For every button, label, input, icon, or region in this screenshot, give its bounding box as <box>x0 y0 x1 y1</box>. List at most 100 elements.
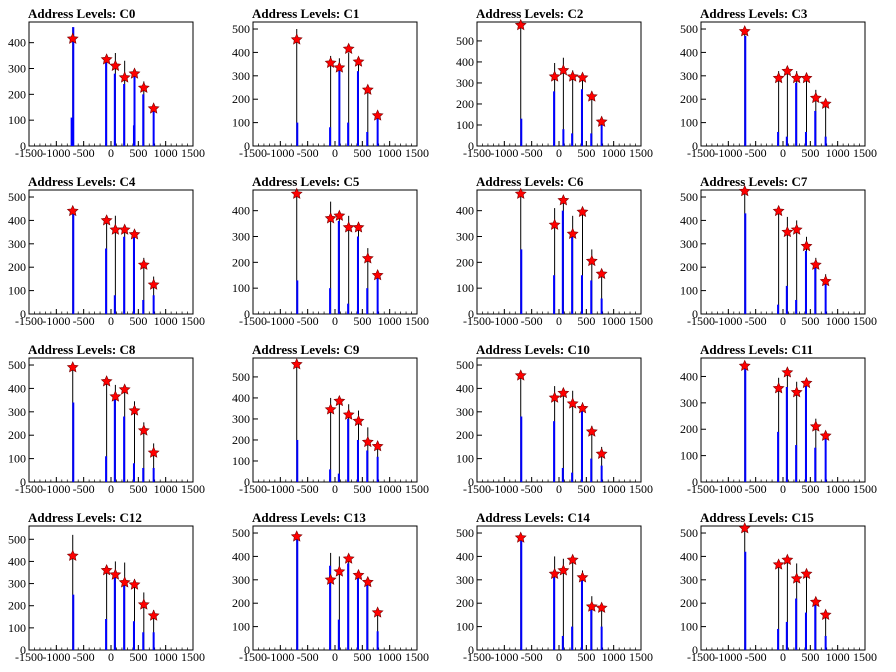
peak-marker <box>324 573 337 585</box>
x-tick-label: 1500 <box>405 314 429 328</box>
chart-title: Address Levels: C13 <box>252 510 366 525</box>
x-tick-label: -500 <box>73 650 95 664</box>
y-tick-label: 400 <box>456 549 474 563</box>
y-tick-label: 100 <box>8 452 26 466</box>
peak-marker <box>352 568 365 581</box>
x-tick-label: -1500 <box>239 650 267 664</box>
x-tick-label: -500 <box>73 482 95 496</box>
y-tick-label: 200 <box>456 255 474 269</box>
peak-marker <box>128 404 141 416</box>
chart-svg: -1500 -1000 -500 0 500 1000 1500 0 100 200 300 400 5… <box>232 525 429 664</box>
x-tick-label: 0 <box>780 482 786 496</box>
x-tick-label: 1500 <box>181 146 205 160</box>
chart-panel: Address Levels: C10 -1500 -1000 -500 0 500 100… <box>448 336 672 504</box>
x-tick-label: 0 <box>780 650 786 664</box>
x-tick-label: 500 <box>801 650 819 664</box>
y-tick-label: 500 <box>456 34 474 48</box>
plot-frame <box>476 21 642 147</box>
x-tick-label: -1000 <box>266 482 294 496</box>
peak-marker <box>566 70 579 82</box>
peak-marker <box>371 269 384 281</box>
peak-marker <box>137 598 150 610</box>
x-tick-label: 1000 <box>602 482 626 496</box>
y-tick-label: 0 <box>692 139 698 153</box>
x-tick-label: 1500 <box>853 482 877 496</box>
x-tick-label: 1000 <box>154 146 178 160</box>
x-tick-label: 500 <box>801 482 819 496</box>
y-tick-label: 200 <box>456 97 474 111</box>
y-tick-label: 0 <box>692 643 698 657</box>
peak-marker <box>333 565 346 577</box>
plot-frame <box>28 525 194 651</box>
x-tick-label: 1000 <box>378 146 402 160</box>
x-tick-label: 1000 <box>154 482 178 496</box>
peak-marker <box>819 275 832 287</box>
y-tick-label: 400 <box>680 549 698 563</box>
y-tick-label: 100 <box>456 620 474 634</box>
peak-marker <box>566 553 579 565</box>
x-tick-label: -500 <box>521 314 543 328</box>
peak-marker <box>371 109 384 121</box>
chart-title: Address Levels: C10 <box>476 342 590 357</box>
peak-marker <box>128 578 141 590</box>
y-tick-label: 100 <box>680 620 698 634</box>
peak-marker <box>342 42 355 54</box>
x-tick-label: -1500 <box>239 146 267 160</box>
y-tick-label: 400 <box>232 45 250 59</box>
y-tick-label: 100 <box>456 118 474 132</box>
x-tick-label: 0 <box>108 314 114 328</box>
x-tick-label: 500 <box>353 650 371 664</box>
peak-marker <box>361 83 374 95</box>
y-tick-label: 0 <box>468 307 474 321</box>
peak-marker <box>118 223 131 235</box>
peak-marker <box>128 228 141 240</box>
x-tick-label: 0 <box>108 146 114 160</box>
x-tick-label: -1000 <box>42 146 70 160</box>
x-tick-label: 0 <box>332 314 338 328</box>
peak-marker <box>809 420 822 432</box>
x-tick-label: 1500 <box>853 314 877 328</box>
peak-marker <box>595 601 608 613</box>
x-tick-label: -500 <box>521 482 543 496</box>
peak-marker <box>800 239 813 252</box>
peak-marker <box>548 391 561 403</box>
x-tick-label: 500 <box>353 482 371 496</box>
peak-marker <box>576 71 589 83</box>
y-tick-label: 0 <box>244 475 250 489</box>
peak-marker <box>738 522 751 534</box>
y-tick-label: 100 <box>8 284 26 298</box>
x-tick-label: 1000 <box>378 314 402 328</box>
peak-marker <box>548 218 561 230</box>
x-tick-label: 1000 <box>602 314 626 328</box>
x-tick-label: 1500 <box>181 482 205 496</box>
peak-marker <box>772 382 785 394</box>
x-tick-label: 1500 <box>405 482 429 496</box>
peak-marker <box>128 67 141 79</box>
chart-title: Address Levels: C12 <box>28 510 142 525</box>
y-tick-label: 200 <box>680 596 698 610</box>
x-tick-label: 0 <box>108 482 114 496</box>
y-tick-label: 300 <box>8 577 26 591</box>
peak-marker <box>772 558 785 570</box>
peak-marker <box>324 212 337 224</box>
chart-title: Address Levels: C9 <box>252 342 360 357</box>
chart-title: Address Levels: C14 <box>476 510 590 525</box>
y-tick-label: 400 <box>680 45 698 59</box>
peak-marker <box>147 609 160 621</box>
y-tick-label: 500 <box>8 358 26 372</box>
x-tick-label: 1500 <box>853 146 877 160</box>
x-tick-label: -500 <box>73 146 95 160</box>
chart-svg: -1500 -1000 -500 0 500 1000 1500 0 100 200 300 400 5… <box>232 357 429 496</box>
y-tick-label: 200 <box>680 260 698 274</box>
x-tick-label: 1500 <box>405 650 429 664</box>
peak-marker <box>100 214 113 226</box>
x-tick-label: -1000 <box>42 650 70 664</box>
peak-marker <box>819 97 832 109</box>
peak-marker <box>109 59 122 71</box>
x-tick-label: 1500 <box>181 650 205 664</box>
peak-marker <box>137 424 150 436</box>
y-tick-label: 200 <box>680 422 698 436</box>
y-tick-label: 0 <box>20 475 26 489</box>
peak-marker <box>595 447 608 459</box>
x-tick-label: 1000 <box>826 482 850 496</box>
